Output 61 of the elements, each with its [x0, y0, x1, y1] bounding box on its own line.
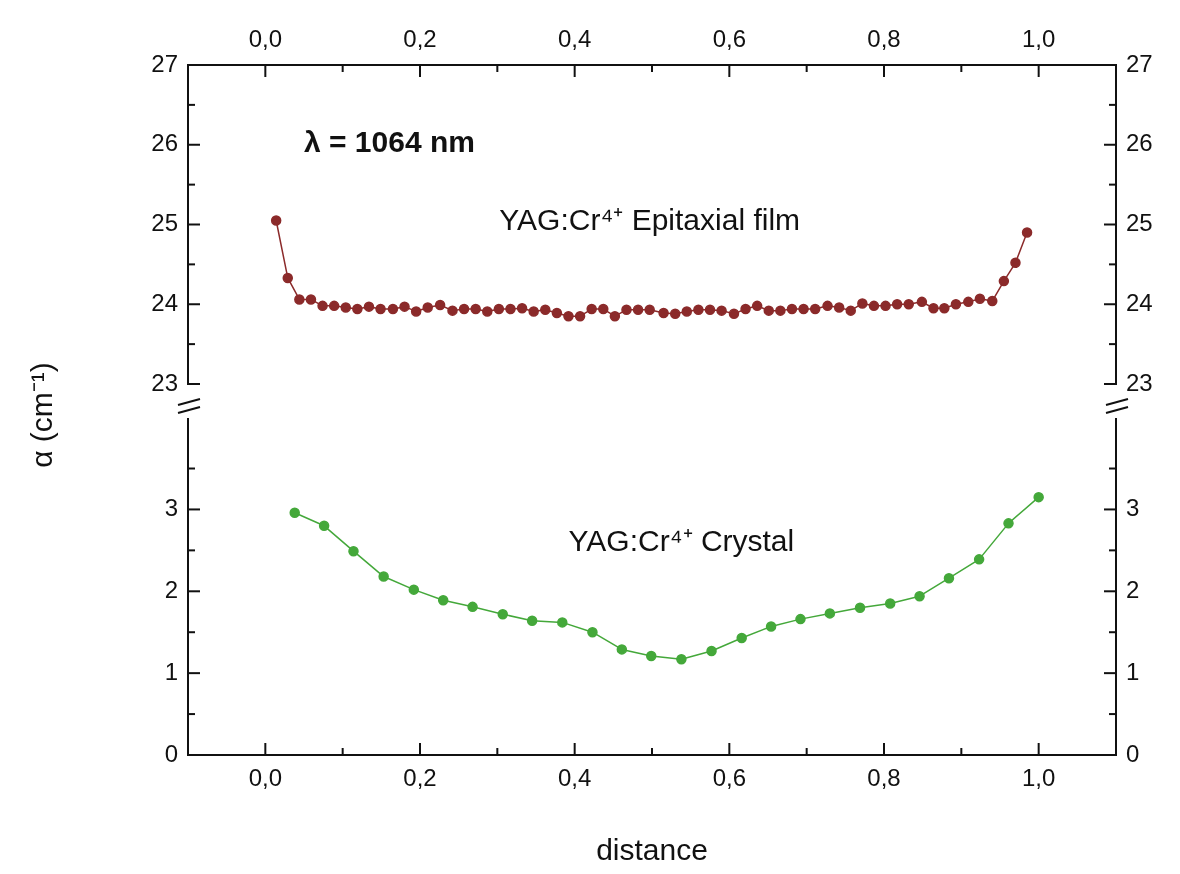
y-axis-title: α (cm⁻¹): [23, 362, 59, 468]
point: [437, 595, 449, 606]
point: [1003, 518, 1014, 529]
x-tick-label: 0,6: [712, 764, 747, 792]
x2-tick-label: 0,0: [248, 25, 283, 53]
y2-tick-label: 25: [1126, 209, 1153, 237]
y2-tick-label: 0: [1126, 739, 1140, 767]
point: [557, 617, 568, 628]
point: [497, 608, 508, 620]
y-tick-label: 3: [164, 494, 178, 522]
point: [795, 613, 806, 625]
text: YAG:Cr⁴⁺ Epitaxial film: [499, 201, 801, 238]
x-tick-label: 0,2: [403, 764, 437, 792]
point: [587, 626, 598, 638]
y-tick-label: 26: [151, 129, 178, 157]
point: [348, 545, 359, 557]
x2-tick-label: 0,4: [557, 25, 592, 53]
y2-tick-label: 2: [1126, 575, 1140, 603]
y-tick-label: 2: [164, 575, 178, 603]
point: [467, 601, 478, 613]
point: [943, 572, 955, 584]
x-tick-label: 1,0: [1021, 764, 1056, 792]
series-label: YAG:Cr⁴⁺ Crystal: [568, 522, 795, 559]
y-tick-label: 27: [151, 49, 178, 77]
point: [914, 590, 925, 602]
x-tick-label: 0,8: [867, 764, 901, 792]
x2-tick-label: 1,0: [1021, 25, 1056, 53]
point: [884, 598, 896, 609]
point: [318, 520, 330, 532]
y2-tick-label: 26: [1126, 129, 1153, 157]
point: [408, 584, 420, 595]
point: [854, 602, 866, 613]
point: [824, 608, 836, 619]
y2-tick-label: 27: [1126, 49, 1153, 77]
point: [378, 571, 389, 582]
point: [645, 650, 657, 662]
y2-tick-label: 24: [1126, 288, 1153, 316]
y-tick-label: 1: [164, 657, 178, 685]
point: [676, 653, 687, 665]
point: [765, 621, 777, 632]
y-tick-label: 0: [164, 739, 178, 767]
y-tick-label: 25: [151, 209, 178, 237]
point: [973, 554, 985, 565]
x2-tick-label: 0,6: [712, 25, 747, 53]
y2-tick-label: 1: [1126, 657, 1140, 685]
y-tick-label: 23: [151, 368, 178, 396]
x-tick-label: 0,4: [557, 764, 592, 792]
point: [289, 507, 300, 518]
point: [616, 644, 628, 655]
point: [736, 632, 747, 644]
x-axis-title: distance: [596, 833, 708, 867]
point: [1033, 491, 1044, 503]
y2-tick-label: 3: [1126, 494, 1140, 522]
annotation: λ = 1064 nm: [304, 125, 475, 159]
point: [526, 615, 538, 627]
y2-tick-label: 23: [1126, 368, 1153, 396]
x2-tick-label: 0,2: [403, 25, 437, 53]
x2-tick-label: 0,8: [867, 25, 901, 53]
point: [706, 645, 717, 657]
x-tick-label: 0,0: [248, 764, 283, 792]
y-tick-label: 24: [151, 288, 178, 316]
